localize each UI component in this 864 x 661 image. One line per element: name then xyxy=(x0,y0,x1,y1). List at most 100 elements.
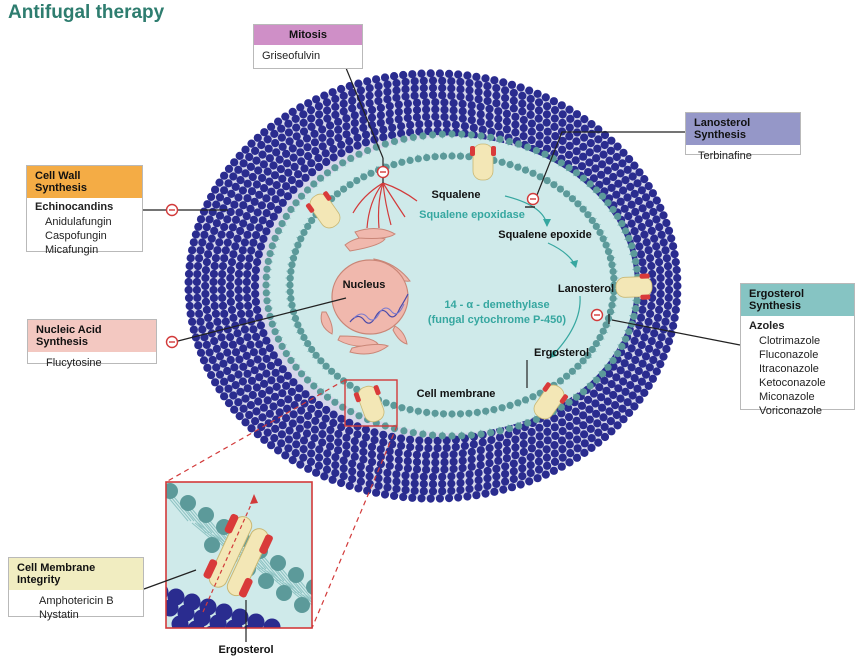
wall-dot xyxy=(490,487,499,496)
wall-dot xyxy=(277,430,286,439)
wall-dot xyxy=(249,325,258,334)
lipid-head xyxy=(287,294,295,303)
wall-dot xyxy=(310,434,319,443)
wall-dot xyxy=(243,369,252,378)
wall-dot xyxy=(447,486,456,495)
wall-dot xyxy=(667,234,676,243)
wall-dot xyxy=(239,404,248,413)
wall-dot xyxy=(625,408,634,417)
wall-dot xyxy=(265,154,274,163)
lipid-head xyxy=(419,430,427,438)
wall-dot xyxy=(646,309,655,318)
wall-dot xyxy=(217,285,226,295)
wall-dot xyxy=(673,273,682,283)
wall-dot xyxy=(609,362,618,371)
wall-dot xyxy=(580,448,589,457)
wall-dot xyxy=(433,119,442,128)
wall-dot xyxy=(399,492,408,502)
wall-dot xyxy=(243,333,252,342)
wall-dot xyxy=(385,116,394,125)
wall-dot xyxy=(226,297,235,306)
wall-dot xyxy=(670,313,679,322)
wall-dot xyxy=(637,340,646,350)
wall-dot xyxy=(605,156,614,165)
wall-dot xyxy=(304,464,313,473)
wall-dot xyxy=(356,86,365,95)
wall-dot xyxy=(276,165,285,174)
lipid-head xyxy=(288,261,296,269)
wall-dot xyxy=(318,133,327,142)
wall-dot xyxy=(288,456,297,465)
wall-dot xyxy=(295,179,304,188)
wall-dot xyxy=(412,98,422,107)
wall-dot xyxy=(342,449,351,458)
lipid-head xyxy=(599,235,607,243)
wall-dot xyxy=(234,293,243,303)
lipid-head xyxy=(400,135,408,143)
wall-dot xyxy=(640,175,649,184)
wall-dot xyxy=(501,101,510,110)
wall-dot xyxy=(283,371,292,380)
wall-dot xyxy=(494,456,503,465)
wall-dot xyxy=(292,440,301,449)
wall-dot xyxy=(623,165,632,174)
lipid-head xyxy=(406,406,414,414)
wall-dot xyxy=(456,77,465,87)
wall-dot xyxy=(467,101,476,110)
wall-dot xyxy=(348,88,357,98)
wall-dot xyxy=(296,460,305,469)
wall-dot xyxy=(572,426,581,435)
wall-dot xyxy=(543,102,552,111)
wall-dot xyxy=(287,387,296,396)
wall-dot xyxy=(541,470,550,479)
wall-dot xyxy=(300,164,309,173)
wall-dot xyxy=(215,385,224,394)
wall-dot xyxy=(220,186,229,195)
wall-dot xyxy=(494,107,503,116)
zoom-wall-dot xyxy=(225,619,243,628)
wall-dot xyxy=(230,158,239,167)
wall-dot xyxy=(613,142,622,151)
wall-dot xyxy=(483,474,492,483)
zoom-wall-dot xyxy=(284,651,301,661)
wall-dot xyxy=(245,410,254,420)
wall-dot xyxy=(630,227,639,236)
wall-dot xyxy=(456,485,465,495)
wall-dot xyxy=(226,333,235,342)
wall-dot xyxy=(350,437,359,446)
wall-dot xyxy=(502,438,511,447)
wall-dot xyxy=(620,359,629,368)
wall-dot xyxy=(526,453,535,462)
wall-dot xyxy=(594,135,603,144)
wall-dot xyxy=(656,297,665,306)
wall-dot xyxy=(283,159,292,168)
wall-dot xyxy=(230,200,239,209)
cytoplasm xyxy=(269,137,635,433)
wall-dot xyxy=(219,204,228,213)
wall-dot xyxy=(397,122,406,131)
lipid-head xyxy=(515,140,523,148)
wall-dot xyxy=(361,138,370,147)
wall-dot xyxy=(385,109,394,118)
membrane-integrity-box: Cell Membrane Integrity Amphotericin B N… xyxy=(8,557,144,621)
wall-dot xyxy=(248,172,257,182)
wall-dot xyxy=(193,262,203,271)
wall-dot xyxy=(465,484,474,493)
wall-dot xyxy=(600,130,610,140)
wall-dot xyxy=(354,484,363,493)
wall-dot xyxy=(194,341,203,350)
wall-dot xyxy=(220,340,229,350)
wall-dot xyxy=(224,179,233,188)
wall-dot xyxy=(205,321,214,330)
lipid-head xyxy=(316,174,325,182)
wall-dot xyxy=(458,114,467,123)
wall-dot xyxy=(624,351,633,360)
wall-dot xyxy=(248,390,257,400)
wall-dot xyxy=(227,189,236,198)
wall-dot xyxy=(494,114,503,123)
wall-dot xyxy=(292,431,301,440)
lipid-head xyxy=(414,407,422,415)
wall-dot xyxy=(474,80,483,89)
wall-dot xyxy=(274,358,283,367)
wall-dot xyxy=(383,95,392,104)
